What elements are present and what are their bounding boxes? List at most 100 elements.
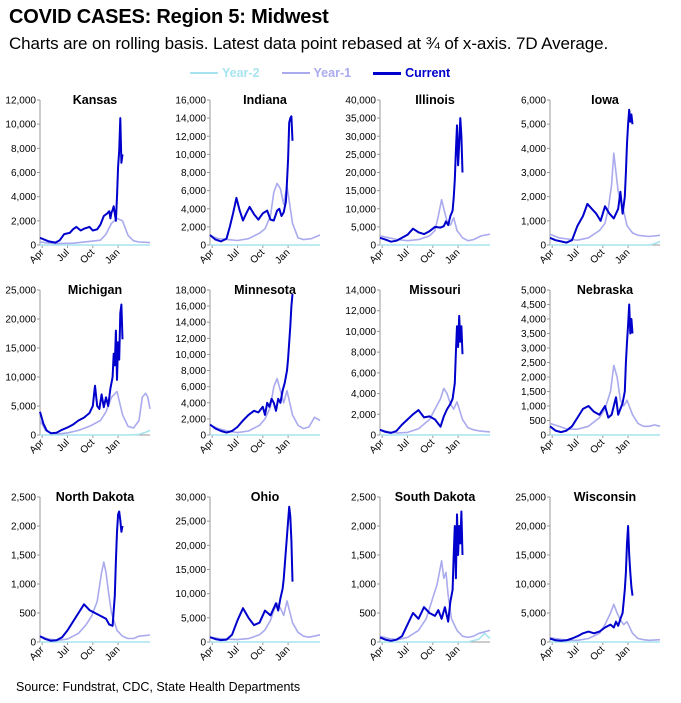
y-tick-label: 5,000 bbox=[521, 609, 546, 620]
chart-title: Indiana bbox=[243, 93, 288, 107]
y-tick-label: 6,000 bbox=[521, 96, 546, 107]
y-tick-label: 4,000 bbox=[181, 398, 206, 409]
y-tick-label: 2,000 bbox=[11, 216, 36, 227]
x-tick-label: Jul bbox=[225, 247, 242, 264]
x-tick-label: Oct bbox=[248, 644, 267, 663]
y-tick-label: 1,000 bbox=[351, 580, 376, 591]
y-tick-label: 0 bbox=[370, 431, 376, 442]
x-tick-label: Oct bbox=[78, 247, 97, 266]
y-tick-label: 1,000 bbox=[11, 580, 36, 591]
y-tick-label: 18,000 bbox=[175, 286, 206, 297]
y-tick-label: 3,000 bbox=[521, 344, 546, 355]
y-tick-label: 14,000 bbox=[175, 318, 206, 329]
chart-illinois: 0 5,000 10,000 15,000 20,000 25,000 30,000 35,0… bbox=[345, 93, 491, 267]
x-tick-label: Oct bbox=[418, 247, 437, 266]
y-tick-label: 5,000 bbox=[521, 120, 546, 131]
y-tick-label: 10,000 bbox=[345, 204, 376, 215]
series-current-line bbox=[549, 108, 634, 244]
x-tick-label: Oct bbox=[248, 437, 267, 456]
chart-title: Minnesota bbox=[234, 283, 297, 297]
x-tick-label: Jan bbox=[103, 247, 122, 266]
x-tick-label: Jan bbox=[103, 644, 122, 663]
y-tick-label: 6,000 bbox=[181, 382, 206, 393]
series-year-2-line bbox=[550, 240, 661, 246]
y-tick-label: 0 bbox=[30, 241, 36, 252]
y-tick-label: 25,000 bbox=[345, 150, 376, 161]
y-tick-label: 2,000 bbox=[351, 410, 376, 421]
y-tick-label: 2,000 bbox=[181, 222, 206, 233]
series-current-line bbox=[549, 525, 634, 642]
y-tick-label: 20,000 bbox=[345, 168, 376, 179]
y-tick-label: 15,000 bbox=[345, 186, 376, 197]
series-current-line bbox=[379, 510, 464, 642]
chart-title: Missouri bbox=[409, 283, 460, 297]
x-tick-label: Oct bbox=[418, 437, 437, 456]
y-tick-label: 1,500 bbox=[11, 551, 36, 562]
series-current-line bbox=[209, 115, 294, 243]
y-tick-label: 1,500 bbox=[521, 387, 546, 398]
y-tick-label: 10,000 bbox=[5, 373, 36, 384]
y-tick-label: 20,000 bbox=[515, 522, 546, 533]
y-tick-label: 10,000 bbox=[515, 580, 546, 591]
y-tick-label: 14,000 bbox=[345, 286, 376, 297]
y-tick-label: 14,000 bbox=[175, 114, 206, 125]
x-tick-label: Jan bbox=[613, 437, 632, 456]
page-title: COVID CASES: Region 5: Midwest bbox=[9, 6, 329, 28]
y-tick-label: 2,000 bbox=[11, 522, 36, 533]
x-tick-label: Oct bbox=[78, 644, 97, 663]
x-tick-label: Jan bbox=[273, 644, 292, 663]
series-year-1-line bbox=[39, 390, 151, 435]
y-tick-label: 10,000 bbox=[175, 150, 206, 161]
x-tick-label: Jul bbox=[55, 247, 72, 264]
y-tick-label: 0 bbox=[30, 431, 36, 442]
x-tick-label: Jan bbox=[443, 437, 462, 456]
y-tick-label: 2,000 bbox=[351, 522, 376, 533]
y-tick-label: 0 bbox=[370, 241, 376, 252]
y-tick-label: 6,000 bbox=[11, 168, 36, 179]
y-tick-label: 10,000 bbox=[5, 120, 36, 131]
x-tick-label: Jan bbox=[443, 644, 462, 663]
x-tick-label: Jan bbox=[443, 247, 462, 266]
series-year-1-line bbox=[209, 600, 321, 641]
legend-label: Year-1 bbox=[313, 66, 352, 80]
y-tick-label: 30,000 bbox=[345, 132, 376, 143]
y-tick-label: 30,000 bbox=[175, 493, 206, 504]
y-tick-label: 3,000 bbox=[521, 168, 546, 179]
y-tick-label: 3,500 bbox=[521, 329, 546, 340]
x-tick-label: Jul bbox=[395, 644, 412, 661]
y-tick-label: 0 bbox=[200, 241, 206, 252]
y-tick-label: 0 bbox=[540, 241, 546, 252]
x-tick-label: Oct bbox=[248, 247, 267, 266]
legend-label: Current bbox=[405, 66, 451, 80]
legend-item-year-2: Year-2 bbox=[190, 66, 260, 80]
x-tick-label: Oct bbox=[588, 644, 607, 663]
y-tick-label: 12,000 bbox=[5, 96, 36, 107]
series-year-2-line bbox=[40, 429, 151, 436]
chart-legend: Year-2 Year-1 Current bbox=[190, 64, 472, 82]
y-tick-label: 5,000 bbox=[521, 286, 546, 297]
x-tick-label: Jul bbox=[55, 644, 72, 661]
y-tick-label: 4,500 bbox=[521, 300, 546, 311]
x-tick-label: Oct bbox=[588, 247, 607, 266]
y-tick-label: 16,000 bbox=[175, 302, 206, 313]
series-current-line bbox=[209, 293, 294, 434]
y-tick-label: 4,000 bbox=[521, 315, 546, 326]
chart-title: Illinois bbox=[415, 93, 455, 107]
series-year-1-line bbox=[549, 603, 661, 642]
legend-swatch bbox=[281, 72, 310, 74]
y-tick-label: 2,000 bbox=[521, 373, 546, 384]
chart-title: Nebraska bbox=[577, 283, 634, 297]
y-tick-label: 6,000 bbox=[351, 368, 376, 379]
page-subtitle: Charts are on rolling basis. Latest data… bbox=[9, 34, 609, 53]
y-tick-label: 15,000 bbox=[175, 565, 206, 576]
y-tick-label: 500 bbox=[359, 609, 376, 620]
legend-item-year-1: Year-1 bbox=[281, 66, 352, 80]
y-tick-label: 12,000 bbox=[345, 306, 376, 317]
